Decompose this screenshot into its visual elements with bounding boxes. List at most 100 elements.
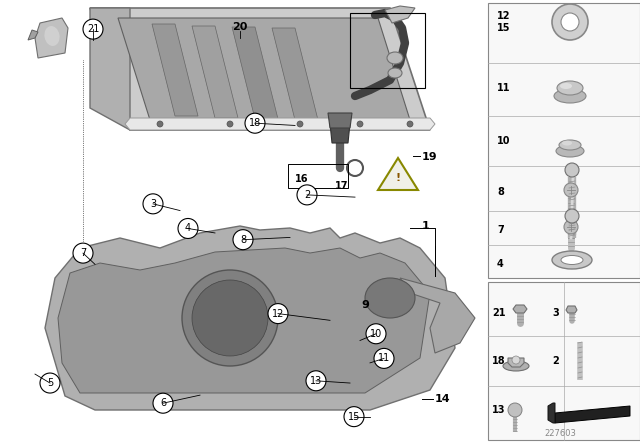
Text: 2: 2 — [304, 190, 310, 200]
Text: 11: 11 — [497, 83, 511, 93]
Circle shape — [178, 219, 198, 238]
Bar — [350, 13, 425, 88]
Ellipse shape — [554, 89, 586, 103]
Polygon shape — [513, 305, 527, 313]
Text: 3: 3 — [150, 199, 156, 209]
Polygon shape — [45, 226, 455, 410]
Text: 20: 20 — [232, 22, 248, 32]
Bar — [488, 282, 640, 440]
Polygon shape — [192, 26, 238, 118]
Polygon shape — [272, 28, 318, 120]
Circle shape — [561, 13, 579, 31]
Ellipse shape — [562, 141, 572, 146]
Polygon shape — [555, 406, 630, 423]
Text: 12: 12 — [272, 309, 284, 319]
Text: 10: 10 — [370, 329, 382, 339]
Text: 12: 12 — [497, 11, 511, 21]
Circle shape — [40, 373, 60, 393]
Circle shape — [297, 121, 303, 127]
Text: 18: 18 — [492, 356, 506, 366]
Polygon shape — [548, 403, 555, 423]
Ellipse shape — [44, 26, 60, 46]
Circle shape — [245, 113, 265, 133]
Circle shape — [564, 183, 578, 197]
Circle shape — [565, 209, 579, 223]
Circle shape — [306, 371, 326, 391]
Text: 10: 10 — [497, 136, 511, 146]
Polygon shape — [400, 278, 475, 353]
Circle shape — [366, 324, 386, 344]
Ellipse shape — [503, 361, 529, 371]
Circle shape — [153, 393, 173, 413]
Text: 8: 8 — [497, 187, 504, 197]
Circle shape — [83, 19, 103, 39]
Polygon shape — [58, 248, 430, 393]
Bar — [288, 164, 348, 188]
Text: !: ! — [396, 173, 401, 183]
Text: 17: 17 — [335, 181, 349, 191]
Ellipse shape — [557, 81, 583, 95]
Polygon shape — [125, 118, 435, 130]
Polygon shape — [90, 8, 130, 130]
Circle shape — [297, 185, 317, 205]
Polygon shape — [232, 27, 278, 119]
Ellipse shape — [560, 83, 572, 89]
Polygon shape — [118, 18, 410, 120]
Polygon shape — [378, 158, 418, 190]
Circle shape — [192, 280, 268, 356]
Polygon shape — [152, 24, 198, 116]
Circle shape — [157, 121, 163, 127]
Circle shape — [407, 121, 413, 127]
Circle shape — [374, 349, 394, 368]
Text: 16: 16 — [295, 174, 308, 184]
Circle shape — [268, 304, 288, 323]
Polygon shape — [385, 6, 415, 23]
Text: 6: 6 — [160, 398, 166, 408]
Text: 15: 15 — [348, 412, 360, 422]
Text: 3: 3 — [552, 308, 559, 318]
Text: 13: 13 — [492, 405, 506, 415]
Polygon shape — [35, 18, 68, 58]
Circle shape — [512, 356, 520, 364]
Ellipse shape — [387, 52, 403, 64]
Text: 4: 4 — [497, 259, 504, 269]
Text: 227603: 227603 — [544, 428, 576, 438]
Ellipse shape — [365, 278, 415, 318]
Text: 15: 15 — [497, 23, 511, 33]
Circle shape — [233, 230, 253, 250]
Circle shape — [73, 243, 93, 263]
Text: 21: 21 — [492, 308, 506, 318]
Ellipse shape — [559, 140, 581, 150]
Text: 4: 4 — [185, 224, 191, 233]
Circle shape — [565, 163, 579, 177]
Circle shape — [508, 403, 522, 417]
Text: 1: 1 — [422, 221, 429, 232]
Polygon shape — [508, 358, 524, 367]
Polygon shape — [566, 306, 577, 313]
Text: 14: 14 — [435, 394, 451, 404]
Text: 21: 21 — [87, 24, 99, 34]
Ellipse shape — [556, 145, 584, 157]
Polygon shape — [90, 8, 430, 130]
Circle shape — [564, 220, 578, 234]
Text: 2: 2 — [552, 356, 559, 366]
Text: 8: 8 — [240, 235, 246, 245]
Circle shape — [143, 194, 163, 214]
Text: 7: 7 — [80, 248, 86, 258]
Polygon shape — [28, 30, 38, 40]
Circle shape — [357, 121, 363, 127]
Text: 9: 9 — [361, 300, 369, 310]
Circle shape — [182, 270, 278, 366]
Polygon shape — [328, 113, 352, 128]
Ellipse shape — [552, 251, 592, 269]
Circle shape — [344, 407, 364, 426]
Circle shape — [227, 121, 233, 127]
Text: 11: 11 — [378, 353, 390, 363]
Text: 13: 13 — [310, 376, 322, 386]
Text: 19: 19 — [422, 152, 438, 162]
Text: 5: 5 — [47, 378, 53, 388]
Text: 18: 18 — [249, 118, 261, 128]
Polygon shape — [330, 123, 350, 143]
Ellipse shape — [388, 68, 402, 78]
Text: 7: 7 — [497, 225, 504, 235]
